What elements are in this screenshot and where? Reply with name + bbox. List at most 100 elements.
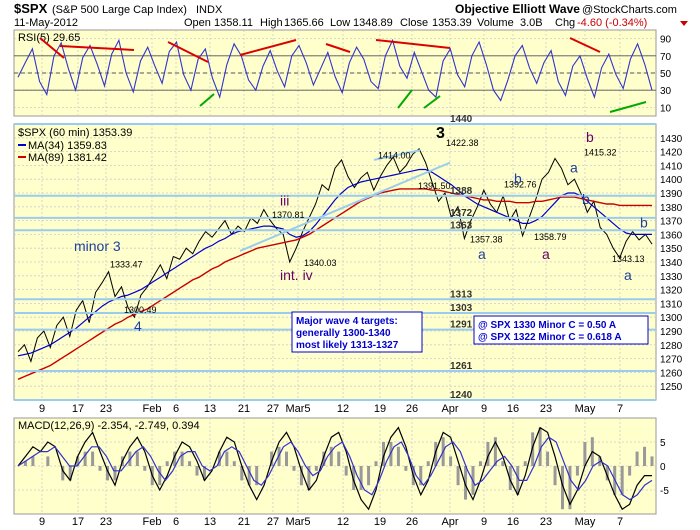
wave-label: iii — [280, 192, 289, 208]
price-point-label: 1415.32 — [584, 148, 617, 158]
low-value: 1348.89 — [353, 17, 393, 29]
rsi-divergence-line — [167, 41, 209, 63]
x-tick-label: 13 — [204, 516, 216, 528]
support-level-label: 1303 — [450, 303, 473, 314]
rsi-tick-label: 90 — [660, 35, 672, 46]
rsi-title: RSI(5) 29.65 — [18, 32, 80, 44]
wave-label: minor 3 — [74, 238, 121, 254]
low-label: Low — [330, 17, 350, 29]
volume-value: 3.0B — [520, 17, 543, 29]
price-tick-label: 1310 — [660, 299, 683, 310]
support-level-label: 1440 — [450, 114, 473, 125]
x-tick-label: 27 — [267, 516, 279, 528]
x-tick-label: 19 — [374, 403, 386, 415]
price-tick-label: 1280 — [660, 341, 683, 352]
targets-box: Major wave 4 targets:generally 1300-1340… — [291, 311, 423, 353]
wave-label: b — [586, 129, 594, 145]
x-tick-label: Feb — [143, 516, 162, 528]
x-tick-label: 9 — [481, 516, 487, 528]
x-tick-label: 16 — [507, 403, 519, 415]
price-tick-label: 1370 — [660, 217, 683, 228]
rsi-divergence-line — [239, 39, 297, 56]
targets-box-line: Major wave 4 targets: — [296, 316, 398, 327]
x-tick-label: 7 — [617, 516, 623, 528]
macd-line — [17, 426, 652, 511]
x-tick-label: 12 — [337, 516, 349, 528]
chart-date: 11-May-2012 — [14, 17, 78, 29]
fib-box-frame — [473, 315, 649, 345]
chg-value: -4.60 (-0.34%) — [577, 17, 647, 29]
rsi-divergence-line — [39, 37, 65, 59]
open-label: Open — [184, 17, 211, 29]
price-point-label: 1392.76 — [504, 179, 537, 189]
targets-box-line: generally 1300-1340 — [296, 328, 391, 339]
price-point-label: 1422.38 — [446, 138, 479, 148]
price-point-label: 1391.50 — [418, 181, 451, 191]
price-tick-label: 1390 — [660, 189, 683, 200]
price-tick-label: 1250 — [660, 382, 683, 393]
support-level-label: 1388 — [450, 186, 473, 197]
x-tick-label: May — [575, 403, 596, 415]
rsi-support-line — [609, 101, 647, 113]
wave-label: a — [624, 267, 632, 283]
price-tick-label: 1410 — [660, 161, 683, 172]
rsi-support-line — [397, 89, 413, 109]
x-tick-label: 21 — [238, 516, 250, 528]
x-tick-label: 23 — [100, 403, 112, 415]
rsi-divergence-line — [375, 39, 451, 49]
macd-tick-label: 0 — [660, 462, 666, 473]
macd-tick-label: 5 — [660, 438, 666, 449]
chart-exchange: INDX — [196, 4, 223, 16]
price-point-label: 1343.13 — [612, 254, 645, 264]
rsi-line — [17, 38, 653, 102]
x-tick-label: Feb — [143, 403, 162, 415]
x-tick-label: 23 — [100, 516, 112, 528]
rsi-tick-label: 10 — [660, 103, 672, 114]
fib-box-line: @ SPX 1322 Minor C = 0.618 A — [478, 332, 622, 343]
support-level-label: 1291 — [450, 320, 473, 331]
x-tick-label: Mar5 — [285, 403, 310, 415]
x-tick-label: 26 — [406, 516, 418, 528]
wave-label: b — [640, 215, 648, 231]
price-tick-label: 1330 — [660, 272, 683, 283]
chg-label: Chg — [555, 17, 575, 29]
price-tick-label: 1260 — [660, 368, 683, 379]
trendline — [239, 161, 451, 252]
wave-label: a — [542, 246, 550, 262]
rsi-divergence-line — [59, 45, 135, 51]
x-tick-label: Apr — [441, 403, 458, 415]
down-arrow-icon — [680, 21, 688, 26]
price-point-label: 1340.03 — [304, 258, 337, 268]
high-value: 1365.66 — [284, 17, 324, 29]
support-level-label: 1261 — [450, 361, 473, 372]
open-value: 1358.11 — [214, 17, 253, 29]
support-level-label: 1363 — [450, 220, 473, 231]
rsi-support-line — [199, 93, 215, 107]
rsi-tick-label: 30 — [660, 86, 672, 97]
price-tick-label: 1400 — [660, 175, 683, 186]
x-tick-label: 17 — [72, 403, 84, 415]
brand-title: Objective Elliott Wave — [455, 2, 580, 16]
x-tick-label: 26 — [406, 403, 418, 415]
high-label: High — [260, 17, 283, 29]
x-tick-label: 6 — [173, 516, 179, 528]
price-tick-label: 1430 — [660, 134, 683, 145]
wave-label: b — [582, 191, 590, 207]
wave-label: int. iv — [280, 267, 313, 283]
x-tick-label: 6 — [173, 403, 179, 415]
rsi-tick-label: 70 — [660, 52, 672, 63]
rsi-tick-label: 50 — [660, 69, 672, 80]
price-point-label: 1300.49 — [124, 305, 157, 315]
x-tick-label: 9 — [481, 403, 487, 415]
rsi-divergence-line — [325, 43, 351, 53]
price-tick-label: 1360 — [660, 230, 683, 241]
targets-box-line: most likely 1313-1327 — [296, 340, 399, 351]
rsi-support-line — [423, 95, 441, 109]
x-tick-label: 17 — [72, 516, 84, 528]
volume-label: Volume — [477, 17, 514, 29]
support-level-label: 1372 — [450, 208, 473, 219]
x-tick-label: 12 — [337, 403, 349, 415]
ma34-legend-label: MA(34) 1359.83 — [28, 140, 107, 152]
price-point-label: 1333.47 — [110, 260, 143, 270]
close-value: 1353.39 — [432, 17, 472, 29]
